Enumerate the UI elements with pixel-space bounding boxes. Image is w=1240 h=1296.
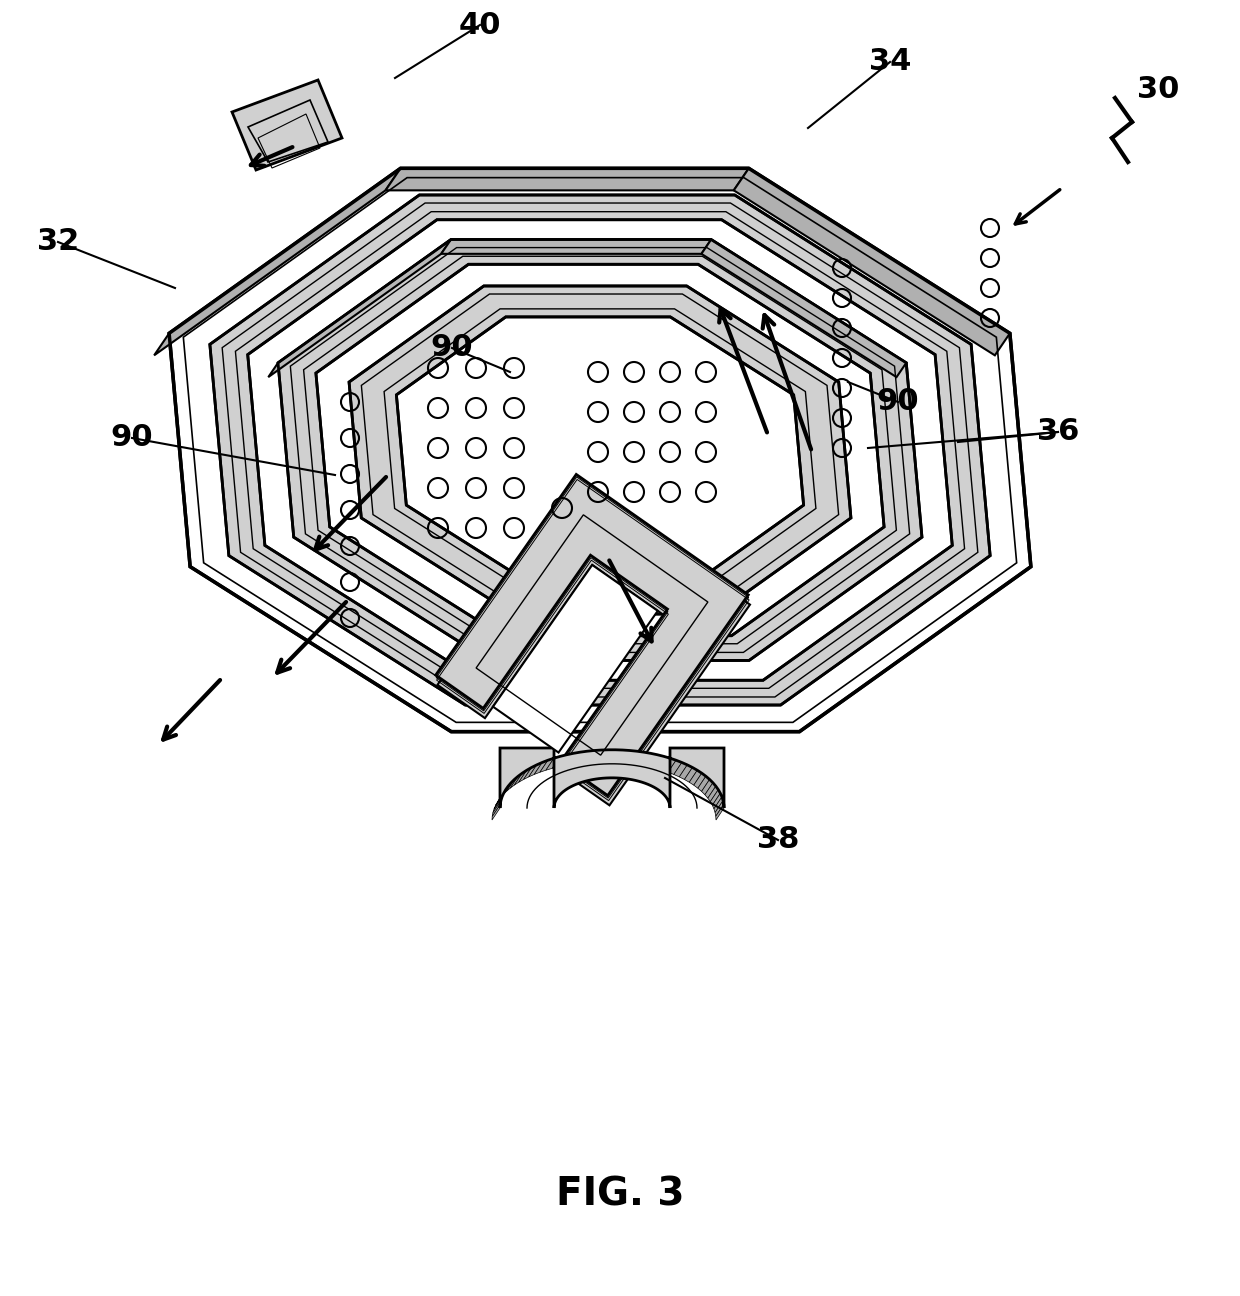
Text: 40: 40 <box>459 10 501 39</box>
Polygon shape <box>715 805 724 820</box>
Text: 90: 90 <box>430 333 474 363</box>
Polygon shape <box>708 787 718 802</box>
Polygon shape <box>572 752 587 765</box>
Text: 30: 30 <box>1137 75 1179 105</box>
Polygon shape <box>662 758 676 772</box>
Polygon shape <box>702 779 713 794</box>
Polygon shape <box>523 765 537 779</box>
Polygon shape <box>268 240 451 377</box>
Polygon shape <box>210 194 991 705</box>
Polygon shape <box>712 793 722 809</box>
Polygon shape <box>316 264 884 636</box>
Polygon shape <box>169 168 1030 732</box>
Polygon shape <box>702 240 906 377</box>
Polygon shape <box>154 168 401 355</box>
Polygon shape <box>629 752 644 765</box>
Polygon shape <box>714 797 723 813</box>
Polygon shape <box>684 767 697 783</box>
Polygon shape <box>539 758 554 772</box>
Polygon shape <box>622 750 637 763</box>
Polygon shape <box>510 774 522 788</box>
Polygon shape <box>397 318 804 583</box>
Polygon shape <box>248 220 952 680</box>
Polygon shape <box>497 787 508 802</box>
Text: FIG. 3: FIG. 3 <box>556 1175 684 1214</box>
Polygon shape <box>386 168 749 191</box>
Polygon shape <box>518 767 532 783</box>
Polygon shape <box>565 752 580 766</box>
Polygon shape <box>528 762 542 776</box>
Polygon shape <box>715 801 724 816</box>
Polygon shape <box>438 485 750 805</box>
Polygon shape <box>496 789 506 805</box>
Polygon shape <box>278 240 923 661</box>
Polygon shape <box>579 750 594 763</box>
Polygon shape <box>711 789 720 805</box>
Text: 36: 36 <box>1037 417 1079 447</box>
Polygon shape <box>650 754 663 769</box>
Polygon shape <box>642 753 657 767</box>
Polygon shape <box>500 748 724 807</box>
Text: 32: 32 <box>37 228 79 257</box>
Polygon shape <box>668 761 682 775</box>
Polygon shape <box>693 774 706 788</box>
Polygon shape <box>494 793 503 809</box>
Polygon shape <box>704 783 715 798</box>
Polygon shape <box>593 750 609 762</box>
Polygon shape <box>636 752 651 766</box>
Polygon shape <box>546 757 560 770</box>
Polygon shape <box>232 80 342 170</box>
Polygon shape <box>698 776 709 792</box>
Polygon shape <box>494 797 502 813</box>
Polygon shape <box>552 754 567 769</box>
Polygon shape <box>348 286 851 614</box>
Polygon shape <box>689 770 702 785</box>
Polygon shape <box>559 753 573 767</box>
Text: 38: 38 <box>756 826 800 854</box>
Text: 90: 90 <box>877 388 919 416</box>
Polygon shape <box>615 750 630 762</box>
Polygon shape <box>673 762 687 776</box>
Polygon shape <box>441 240 712 254</box>
Polygon shape <box>492 805 500 820</box>
Polygon shape <box>608 750 622 762</box>
Polygon shape <box>515 770 527 785</box>
Polygon shape <box>534 761 548 775</box>
Text: 34: 34 <box>869 48 911 76</box>
Polygon shape <box>494 565 657 753</box>
Polygon shape <box>492 801 501 816</box>
Polygon shape <box>600 750 615 762</box>
Polygon shape <box>500 783 511 798</box>
Polygon shape <box>734 168 1009 355</box>
Text: 90: 90 <box>110 424 154 452</box>
Polygon shape <box>680 765 692 779</box>
Polygon shape <box>656 757 670 770</box>
Polygon shape <box>503 779 515 794</box>
Polygon shape <box>587 750 601 762</box>
Polygon shape <box>435 474 748 796</box>
Polygon shape <box>506 776 518 792</box>
